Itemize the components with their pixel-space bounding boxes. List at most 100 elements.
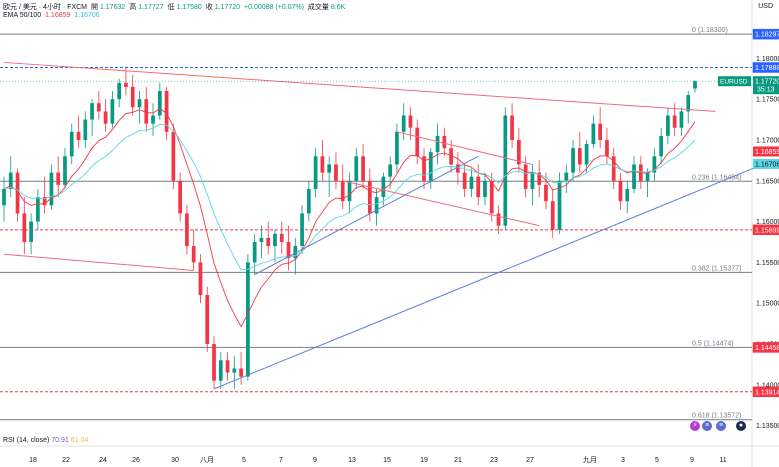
currency-label[interactable]: USD xyxy=(758,3,773,10)
candle-body-2 xyxy=(15,172,20,214)
eu-flag-event-icon[interactable]: ● xyxy=(736,421,746,431)
lower-channel-line xyxy=(3,253,194,272)
candle-body-52 xyxy=(354,156,359,181)
candle-body-91 xyxy=(618,180,623,202)
candle-body-40 xyxy=(273,233,277,247)
candle-body-85 xyxy=(577,148,582,165)
symbol-tag: EURUSD xyxy=(720,79,748,86)
candle-body-46 xyxy=(313,156,318,189)
candle-body-4 xyxy=(29,221,33,242)
candle-body-62 xyxy=(422,156,426,181)
candle-body-29 xyxy=(198,262,203,296)
candle-body-21 xyxy=(144,99,149,124)
fib-label-7: 0.618 (1.13572) xyxy=(692,413,741,420)
candle-body-94 xyxy=(638,164,643,181)
candle-body-13 xyxy=(90,103,94,120)
descending-resistance-line xyxy=(3,61,716,112)
x-tick-label-10: 15 xyxy=(383,457,391,464)
candle-body-70 xyxy=(476,176,481,198)
fib-label-5: 0.5 (1.14474) xyxy=(692,340,734,347)
level-tag-box-0 xyxy=(752,28,779,40)
ema100-tag: 1.16706 xyxy=(755,161,779,168)
y-tick-label-0: 1.18000 xyxy=(756,56,779,63)
fib-label-4: 0.382 (1.15377) xyxy=(692,265,741,272)
candle-body-82 xyxy=(557,180,562,230)
candle-body-71 xyxy=(483,180,487,198)
candle-body-5 xyxy=(36,197,40,222)
candle-body-69 xyxy=(469,176,474,189)
candle-body-65 xyxy=(442,135,447,149)
candle-body-39 xyxy=(266,237,271,247)
y-tick-label-4: 1.16000 xyxy=(756,219,779,226)
wedge-upper-line xyxy=(396,131,533,165)
candle-body-48 xyxy=(327,164,332,173)
candle-body-61 xyxy=(415,127,420,157)
us-flag-event-icon-2[interactable]: ≡ xyxy=(716,421,726,431)
high-value: 1.17727 xyxy=(138,4,164,11)
candle-body-30 xyxy=(205,295,210,344)
candle-body-54 xyxy=(367,180,372,214)
x-tick-label-2: 24 xyxy=(99,457,107,464)
candle-body-33 xyxy=(225,360,230,373)
candle-body-7 xyxy=(49,172,54,206)
level-tag-box-5 xyxy=(752,342,779,353)
candle-body-58 xyxy=(395,131,399,165)
x-tick-label-0: 18 xyxy=(29,457,37,464)
symbol-tag-box xyxy=(718,76,751,87)
candle-body-92 xyxy=(625,188,630,202)
x-tick-label-6: 5 xyxy=(242,457,246,464)
volume-value: 8.6K xyxy=(330,4,346,11)
candle-body-23 xyxy=(157,91,162,116)
candle-body-28 xyxy=(191,246,196,263)
candle-body-24 xyxy=(164,91,169,132)
ema-legend[interactable]: EMA 50/100 1.16859 1.16706 xyxy=(3,12,102,19)
candle-body-8 xyxy=(56,172,61,185)
lightning-event-icon[interactable]: ⚡ xyxy=(690,421,700,431)
price-tag-box xyxy=(753,76,779,95)
candle-body-37 xyxy=(252,241,257,263)
level-tag-box-6 xyxy=(752,386,779,398)
candle-body-11 xyxy=(76,131,81,140)
x-tick-label-7: 7 xyxy=(279,457,283,464)
x-tick-label-17: 5 xyxy=(655,457,659,464)
candle-body-17 xyxy=(117,82,122,100)
candle-body-87 xyxy=(591,123,596,145)
candle-body-67 xyxy=(456,164,460,173)
candle-body-86 xyxy=(584,144,589,165)
x-tick-label-15: 九月 xyxy=(583,455,597,464)
candle-body-72 xyxy=(489,180,494,214)
volume-label: 成交量 xyxy=(307,4,329,11)
y-tick-label-3: 1.16500 xyxy=(756,178,779,185)
x-tick-label-11: 19 xyxy=(420,457,428,464)
candle-body-95 xyxy=(645,172,650,181)
rsi-value-1: 70.91 xyxy=(51,437,69,444)
ema100-line xyxy=(3,123,696,271)
x-tick-label-16: 3 xyxy=(621,457,625,464)
x-tick-label-18: 9 xyxy=(690,457,694,464)
rsi-legend[interactable]: RSI (14, close) 70.91 61.04 xyxy=(3,437,88,444)
candle-body-63 xyxy=(428,152,433,181)
ema50-tag: 1.16859 xyxy=(755,149,779,156)
ema50-tag-box xyxy=(753,146,779,157)
candle-body-41 xyxy=(279,233,284,242)
candle-body-101 xyxy=(686,95,691,112)
candle-body-3 xyxy=(22,213,27,242)
us-flag-event-icon[interactable]: ≡ xyxy=(702,421,712,431)
x-tick-label-12: 21 xyxy=(454,457,462,464)
level-tag-box-1 xyxy=(752,62,779,73)
ema-label: EMA 50/100 xyxy=(3,12,42,19)
ema100-value: 1.16706 xyxy=(74,12,100,19)
candle-body-42 xyxy=(286,241,291,259)
level-tag-6: 1.13914 xyxy=(755,389,779,396)
y-tick-label-2: 1.17000 xyxy=(756,137,779,144)
candle-body-44 xyxy=(300,213,304,247)
change-value: +0.00088 (+0.07%) xyxy=(244,4,304,11)
x-tick-label-13: 23 xyxy=(490,457,498,464)
candle-body-27 xyxy=(185,213,189,247)
x-tick-label-1: 22 xyxy=(62,457,70,464)
candle-body-18 xyxy=(124,82,128,87)
x-tick-label-19: 11 xyxy=(719,457,726,464)
support-trendline-1 xyxy=(254,155,479,276)
ema50-line xyxy=(3,108,696,328)
